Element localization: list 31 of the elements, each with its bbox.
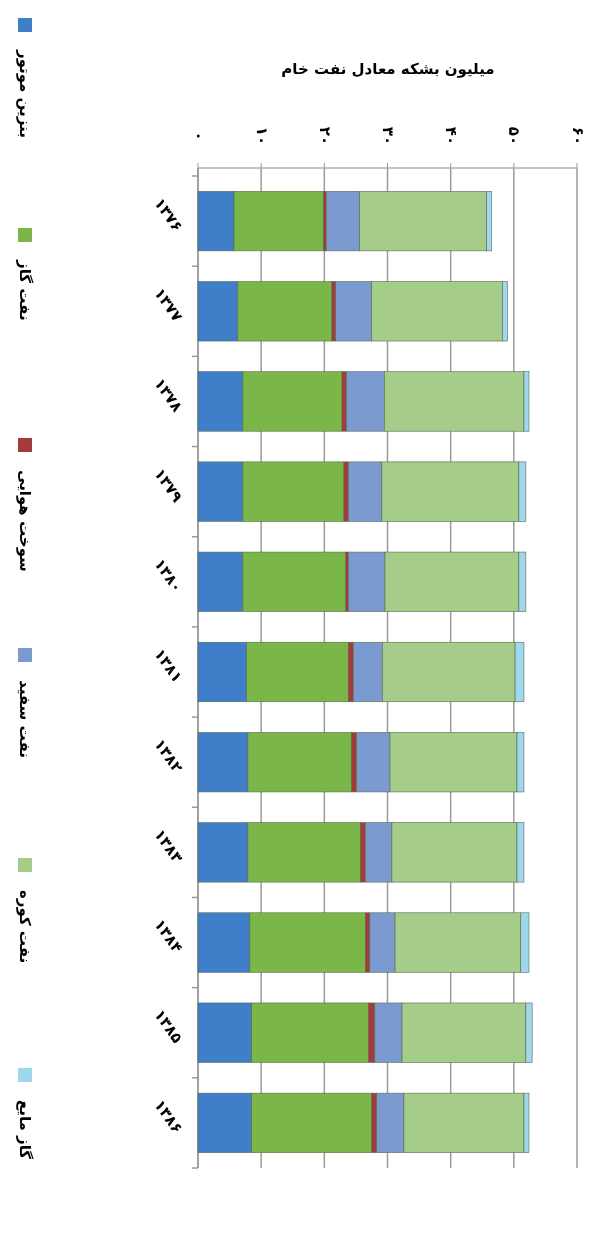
legend-label: نفت کوره (15, 890, 34, 964)
legend-label: گاز مایع (15, 1100, 34, 1160)
y-tick-label: ۱۳۷۹ (150, 465, 187, 506)
y-tick-label: ۱۳۸۳ (150, 825, 187, 867)
y-tick-label: ۱۳۸۵ (150, 1006, 187, 1047)
y-tick-label: ۱۳۸۶ (150, 1096, 187, 1137)
legend-entry: نفت سفید (15, 648, 34, 758)
legend-label: نفت سفید (15, 680, 34, 758)
y-tick-label: ۱۳۸۱ (150, 645, 187, 686)
y-tick-label: ۱۳۸۰ (150, 555, 187, 596)
x-tick-label: ۴۰ (442, 126, 461, 146)
y-tick-label: ۱۳۷۶ (150, 194, 187, 235)
legend-entry: نفت گاز (15, 228, 34, 321)
chart-title: میلیون بشکه معادل نفت خام (281, 60, 495, 78)
legend-entry: بنزین موتور (15, 18, 34, 138)
legend-label: سوخت هوایی (15, 470, 34, 572)
legend-entry: سوخت هوایی (15, 438, 34, 572)
legend-entry: نفت کوره (15, 858, 34, 964)
y-tick-label: ۱۳۸۲ (150, 735, 187, 777)
legend-label: بنزین موتور (15, 49, 34, 138)
x-tick-label: ۲۰ (315, 126, 334, 146)
x-tick-label: ۰ (189, 131, 208, 141)
x-tick-label: ۳۰ (379, 126, 397, 146)
x-tick-label: ۱۰ (252, 126, 271, 146)
x-tick-label: ۵۰ (505, 126, 524, 146)
x-tick-label: ۶۰ (568, 126, 587, 146)
y-tick-label: ۱۳۷۸ (150, 375, 187, 416)
y-tick-label: ۱۳۷۷ (150, 284, 187, 326)
y-tick-label: ۱۳۸۴ (150, 916, 187, 957)
legend-label: نفت گاز (15, 259, 34, 321)
legend-entry: گاز مایع (15, 1068, 34, 1159)
